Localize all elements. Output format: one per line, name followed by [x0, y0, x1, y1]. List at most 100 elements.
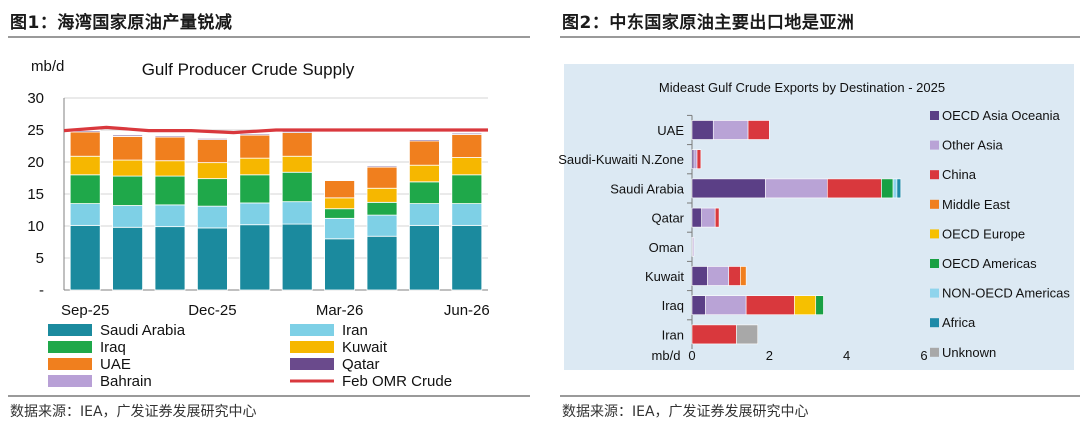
bar-non-oecd-americas: [892, 178, 898, 199]
bar-oecd-americas: [881, 178, 894, 199]
bar-other-asia: [765, 178, 828, 199]
bar-kuwait: [69, 155, 101, 176]
bar-iran: [366, 214, 398, 237]
left-top-rule: [8, 36, 530, 38]
bar-kuwait: [451, 157, 483, 176]
legend-label-oecd-americas: OECD Americas: [942, 256, 1037, 271]
y-tick-label: 15: [27, 186, 44, 203]
legend-label-china: China: [942, 167, 977, 182]
y-tick-label: -: [39, 282, 44, 299]
y-tick-label: 20: [27, 154, 44, 171]
x-tick-label: Jun-26: [444, 302, 490, 319]
bar-saudi-arabia: [408, 224, 440, 291]
legend-label-iran: Iran: [342, 322, 368, 339]
legend-label-qatar: Qatar: [342, 356, 380, 373]
bar-bahrain: [154, 134, 186, 137]
legend-label-oecd-asia-oceania: OECD Asia Oceania: [942, 108, 1061, 123]
bar-other-asia: [707, 266, 730, 286]
y-tick-label: 30: [27, 90, 44, 107]
legend-swatch-iran: [290, 324, 334, 336]
legend-swatch-china: [930, 170, 939, 180]
legend-swatch-bahrain: [48, 375, 92, 387]
y-tick-label: Qatar: [651, 211, 684, 226]
legend-swatch-other-asia: [930, 140, 939, 150]
legend-label-saudi-arabia: Saudi Arabia: [100, 322, 186, 339]
legend-label-kuwait: Kuwait: [342, 339, 388, 356]
bar-oecd-asia-oceania: [691, 207, 702, 228]
bar-china: [691, 324, 737, 345]
left-figure-panel: 图1：海湾国家原油产量锐减 Gulf Producer Crude Supply…: [0, 0, 530, 434]
left-figure-title: 图1：海湾国家原油产量锐减: [10, 13, 233, 33]
legend-label-unknown: Unknown: [942, 345, 996, 360]
bar-other-asia: [705, 295, 747, 316]
bar-saudi-arabia: [112, 226, 143, 291]
bar-iraq: [69, 174, 101, 205]
bar-kuwait: [281, 155, 313, 173]
left-source-note: 数据来源：IEA，广发证券发展研究中心: [10, 404, 257, 420]
bar-other-asia: [692, 237, 695, 257]
bar-unknown: [736, 324, 759, 345]
x-tick-label: Dec-25: [188, 302, 236, 319]
y-axis-unit: mb/d: [31, 58, 64, 75]
bar-other-asia: [712, 120, 749, 140]
bar-oecd-europe: [794, 295, 817, 316]
legend-label-iraq: Iraq: [100, 339, 126, 356]
bar-bahrain: [324, 178, 356, 181]
bar-uae: [408, 140, 440, 166]
bar-uae: [112, 136, 143, 161]
bar-bahrain: [366, 164, 398, 167]
bar-other-asia: [701, 207, 716, 228]
bar-iran: [408, 203, 440, 226]
y-tick-label: 25: [27, 122, 44, 139]
right-bottom-rule: [560, 395, 1080, 397]
legend-swatch-oecd-americas: [930, 259, 939, 268]
x-tick-label: 2: [766, 348, 773, 363]
y-tick-label: 10: [27, 218, 44, 235]
bar-china: [728, 266, 741, 286]
x-axis-unit: mb/d: [652, 348, 681, 363]
y-tick-label: UAE: [657, 123, 684, 138]
bar-uae: [239, 134, 271, 159]
bar-iran: [112, 205, 143, 228]
chart-title: Gulf Producer Crude Supply: [142, 60, 355, 79]
left-bottom-rule: [8, 395, 530, 397]
bar-oecd-asia-oceania: [691, 266, 708, 286]
x-tick-label: 6: [920, 348, 927, 363]
bar-iraq: [366, 201, 398, 216]
legend-label-africa: Africa: [942, 315, 976, 330]
bar-uae: [196, 139, 228, 164]
y-tick-label: 5: [36, 250, 44, 267]
bar-china: [696, 149, 702, 169]
y-tick-label: Iran: [662, 327, 684, 342]
gulf-supply-chart: Gulf Producer Crude Supply mb/d - 5 10 15 20 25…: [27, 58, 490, 390]
bar-iran: [324, 217, 356, 240]
bar-africa: [896, 178, 902, 199]
y-tick-label: Oman: [649, 240, 684, 255]
bar-iraq: [112, 175, 143, 206]
bar-iran: [451, 203, 483, 226]
x-tick-label: 0: [688, 348, 695, 363]
bar-uae: [324, 180, 356, 199]
bar-oecd-asia-oceania: [691, 178, 766, 199]
bar-china: [827, 178, 882, 199]
chart-title: Mideast Gulf Crude Exports by Destinatio…: [659, 80, 945, 95]
bar-iraq: [281, 171, 313, 203]
legend-swatch-oecd-europe: [930, 229, 939, 239]
legend-swatch-iraq: [48, 341, 92, 353]
bar-bahrain: [196, 137, 228, 139]
bar-bahrain: [451, 132, 483, 134]
y-tick-label: Iraq: [662, 298, 684, 313]
bar-iran: [154, 204, 186, 228]
bar-uae: [366, 166, 398, 189]
bar-china: [714, 207, 720, 228]
bar-china: [747, 120, 770, 140]
legend-label-bahrain: Bahrain: [100, 373, 152, 390]
legend-swatch-africa: [930, 318, 939, 328]
y-tick-label: Kuwait: [645, 269, 684, 284]
legend-label-other-asia: Other Asia: [942, 138, 1003, 153]
bar-kuwait: [239, 157, 271, 176]
bar-oecd-asia-oceania: [691, 120, 714, 140]
bar-iraq: [408, 181, 440, 204]
bar-iraq: [196, 178, 228, 207]
bar-saudi-arabia: [239, 224, 271, 291]
